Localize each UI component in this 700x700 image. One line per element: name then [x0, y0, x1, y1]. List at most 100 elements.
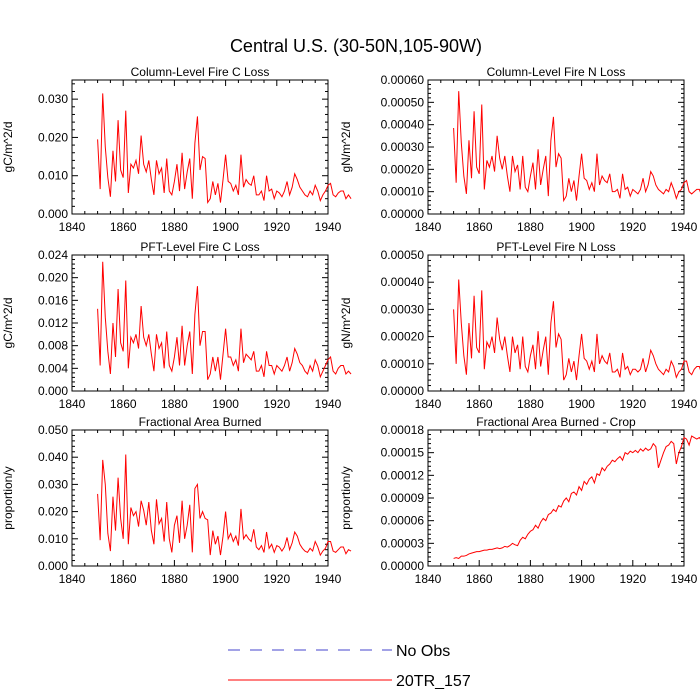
chart-panel-3: PFT-Level Fire C Loss gC/m^2/d 1840 1860 188…	[1, 240, 352, 411]
x-tick-label: 1900	[568, 572, 595, 586]
x-tick-label: 1920	[619, 397, 646, 411]
x-tick-label: 1840	[59, 220, 86, 234]
x-tick-label: 1920	[263, 572, 290, 586]
chart-panel-2: Column-Level Fire N Loss gN/m^2/d 1840 1860…	[339, 65, 700, 234]
panel-title: Fractional Area Burned - Crop	[476, 415, 636, 429]
x-tick-label: 1900	[568, 220, 595, 234]
chart-panel-4: PFT-Level Fire N Loss gN/m^2/d 1840 1860 188…	[339, 240, 700, 411]
y-tick-label: 0.024	[38, 248, 68, 262]
y-tick-label: 0.030	[38, 92, 68, 106]
x-tick-label: 1840	[415, 397, 442, 411]
y-tick-label: 0.010	[38, 169, 68, 183]
x-tick-label: 1860	[466, 220, 493, 234]
chart-panel-5: Fractional Area Burned proportion/y 1840 18…	[1, 415, 352, 586]
y-tick-label: 0.00012	[381, 468, 425, 482]
y-tick-label: 0.00015	[381, 446, 425, 460]
figure-title: Central U.S. (30-50N,105-90W)	[230, 36, 482, 56]
y-tick-label: 0.020	[38, 505, 68, 519]
y-axis-label: gC/m^2/d	[1, 298, 15, 349]
y-tick-label: 0.000	[38, 559, 68, 573]
y-tick-label: 0.008	[38, 339, 68, 353]
y-tick-label: 0.000	[38, 207, 68, 221]
x-tick-label: 1940	[671, 572, 698, 586]
y-tick-label: 0.00020	[381, 162, 425, 176]
x-tick-label: 1860	[110, 397, 137, 411]
x-tick-label: 1940	[315, 220, 342, 234]
x-tick-label: 1840	[59, 397, 86, 411]
x-tick-label: 1880	[161, 397, 188, 411]
y-axis-label: proportion/y	[339, 466, 353, 529]
x-tick-label: 1860	[466, 572, 493, 586]
series-line-20TR_157	[453, 435, 700, 559]
y-tick-label: 0.016	[38, 293, 68, 307]
y-axis-label: gN/m^2/d	[339, 298, 353, 349]
y-tick-label: 0.00010	[381, 357, 425, 371]
y-tick-label: 0.000	[38, 384, 68, 398]
chart-panels: Column-Level Fire C Loss gC/m^2/d 1840 1860…	[1, 65, 700, 586]
y-tick-label: 0.00030	[381, 302, 425, 316]
x-tick-label: 1920	[263, 220, 290, 234]
chart-panel-6: Fractional Area Burned - Crop proportion/…	[339, 415, 700, 586]
legend-model-label: 20TR_157	[396, 673, 471, 690]
x-tick-label: 1900	[568, 397, 595, 411]
x-tick-label: 1920	[263, 397, 290, 411]
panel-title: Fractional Area Burned	[139, 415, 262, 429]
y-tick-label: 0.00050	[381, 95, 425, 109]
x-tick-label: 1880	[161, 572, 188, 586]
y-axis-label: proportion/y	[1, 466, 15, 529]
y-tick-label: 0.00006	[381, 514, 425, 528]
series-line-20TR_157	[97, 93, 352, 205]
x-tick-label: 1940	[315, 397, 342, 411]
y-tick-label: 0.00040	[381, 118, 425, 132]
x-tick-label: 1920	[619, 572, 646, 586]
series-line-20TR_157	[97, 454, 352, 557]
y-tick-label: 0.010	[38, 532, 68, 546]
y-tick-label: 0.050	[38, 423, 68, 437]
series-line-20TR_157	[97, 261, 352, 380]
series-line-20TR_157	[453, 91, 700, 203]
chart-panel-1: Column-Level Fire C Loss gC/m^2/d 1840 1860…	[1, 65, 352, 234]
y-tick-label: 0.020	[38, 130, 68, 144]
y-axis-label: gC/m^2/d	[1, 122, 15, 173]
y-tick-label: 0.00000	[381, 384, 425, 398]
y-tick-label: 0.020	[38, 271, 68, 285]
series-line-20TR_157	[453, 279, 700, 381]
x-tick-label: 1860	[466, 397, 493, 411]
panel-title: PFT-Level Fire N Loss	[496, 240, 615, 254]
x-tick-label: 1860	[110, 572, 137, 586]
y-tick-label: 0.00020	[381, 330, 425, 344]
y-tick-label: 0.00040	[381, 275, 425, 289]
x-tick-label: 1880	[517, 220, 544, 234]
plot-frame	[427, 429, 685, 567]
x-tick-label: 1840	[415, 572, 442, 586]
panel-title: Column-Level Fire N Loss	[487, 65, 626, 79]
y-tick-label: 0.004	[38, 361, 68, 375]
x-tick-label: 1940	[671, 220, 698, 234]
x-tick-label: 1880	[517, 397, 544, 411]
x-tick-label: 1940	[315, 572, 342, 586]
x-tick-label: 1940	[671, 397, 698, 411]
legend-obs-label: No Obs	[396, 643, 450, 660]
panel-title: PFT-Level Fire C Loss	[140, 240, 259, 254]
y-tick-label: 0.030	[38, 477, 68, 491]
y-tick-label: 0.00003	[381, 536, 425, 550]
x-tick-label: 1900	[212, 397, 239, 411]
x-tick-label: 1900	[212, 572, 239, 586]
y-tick-label: 0.00000	[381, 559, 425, 573]
x-tick-label: 1860	[110, 220, 137, 234]
y-tick-label: 0.00030	[381, 140, 425, 154]
y-tick-label: 0.040	[38, 450, 68, 464]
y-tick-label: 0.00050	[381, 248, 425, 262]
x-tick-label: 1840	[415, 220, 442, 234]
y-axis-label: gN/m^2/d	[339, 122, 353, 173]
y-tick-label: 0.00009	[381, 491, 425, 505]
y-tick-label: 0.00010	[381, 185, 425, 199]
legend: No Obs 20TR_157	[228, 643, 471, 690]
x-tick-label: 1900	[212, 220, 239, 234]
x-tick-label: 1880	[517, 572, 544, 586]
y-tick-label: 0.012	[38, 316, 68, 330]
y-tick-label: 0.00000	[381, 207, 425, 221]
x-tick-label: 1840	[59, 572, 86, 586]
